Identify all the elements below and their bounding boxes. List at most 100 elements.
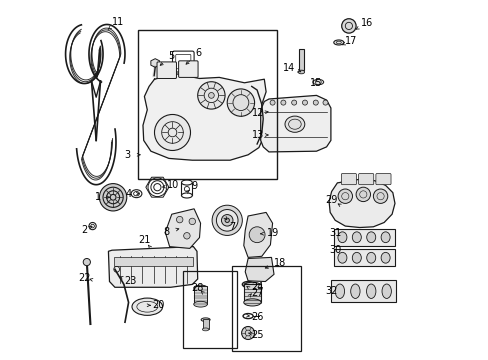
Ellipse shape xyxy=(193,285,207,291)
Text: 13: 13 xyxy=(251,130,264,140)
Text: 29: 29 xyxy=(325,195,337,205)
Ellipse shape xyxy=(351,232,361,243)
Circle shape xyxy=(341,19,355,33)
FancyBboxPatch shape xyxy=(157,62,176,78)
Text: 21: 21 xyxy=(138,235,150,246)
Bar xyxy=(183,271,236,348)
Circle shape xyxy=(221,215,232,226)
Text: 1: 1 xyxy=(94,192,101,202)
Ellipse shape xyxy=(350,284,359,298)
Text: 18: 18 xyxy=(273,258,285,268)
Ellipse shape xyxy=(381,284,390,298)
Circle shape xyxy=(189,218,195,225)
Polygon shape xyxy=(330,280,395,302)
Polygon shape xyxy=(165,209,200,248)
Text: 28: 28 xyxy=(190,283,203,293)
Circle shape xyxy=(280,100,285,105)
Text: 16: 16 xyxy=(360,18,372,28)
Polygon shape xyxy=(108,247,197,287)
Text: 31: 31 xyxy=(328,228,341,238)
Text: 23: 23 xyxy=(123,276,136,286)
Circle shape xyxy=(208,93,214,98)
Circle shape xyxy=(322,100,327,105)
Circle shape xyxy=(241,327,254,339)
Polygon shape xyxy=(244,212,272,257)
Text: 3: 3 xyxy=(124,150,130,160)
Bar xyxy=(299,49,303,70)
Text: 24: 24 xyxy=(250,282,263,292)
Circle shape xyxy=(83,258,90,266)
Ellipse shape xyxy=(312,79,323,85)
Ellipse shape xyxy=(201,318,210,321)
Text: 17: 17 xyxy=(344,36,356,46)
Ellipse shape xyxy=(333,40,343,45)
Polygon shape xyxy=(142,74,265,160)
Text: 14: 14 xyxy=(283,63,295,73)
Text: 8: 8 xyxy=(163,227,169,237)
Ellipse shape xyxy=(202,328,208,331)
Text: 5: 5 xyxy=(168,51,175,61)
Ellipse shape xyxy=(380,232,389,243)
Text: 26: 26 xyxy=(250,312,263,322)
Circle shape xyxy=(212,205,242,235)
Circle shape xyxy=(291,100,296,105)
Ellipse shape xyxy=(366,252,375,263)
Polygon shape xyxy=(328,179,394,228)
Bar xyxy=(193,286,207,304)
Bar xyxy=(244,284,261,302)
Text: 19: 19 xyxy=(266,228,278,238)
Circle shape xyxy=(313,100,318,105)
Text: 11: 11 xyxy=(111,17,123,27)
Ellipse shape xyxy=(351,252,361,263)
Polygon shape xyxy=(333,229,394,246)
Ellipse shape xyxy=(244,299,261,306)
FancyBboxPatch shape xyxy=(341,174,356,185)
Text: 22: 22 xyxy=(78,273,90,283)
Text: 6: 6 xyxy=(195,48,201,58)
FancyBboxPatch shape xyxy=(358,174,373,185)
Polygon shape xyxy=(244,257,273,282)
Text: 10: 10 xyxy=(167,180,179,190)
Ellipse shape xyxy=(193,301,207,307)
Circle shape xyxy=(373,189,387,203)
Circle shape xyxy=(302,100,307,105)
Text: 20: 20 xyxy=(152,300,164,310)
Ellipse shape xyxy=(244,282,261,289)
Ellipse shape xyxy=(366,284,375,298)
Text: 4: 4 xyxy=(125,189,131,199)
Circle shape xyxy=(154,114,190,150)
Text: 32: 32 xyxy=(325,286,337,296)
Text: 12: 12 xyxy=(251,108,264,118)
Polygon shape xyxy=(150,59,159,67)
Polygon shape xyxy=(333,249,394,266)
Bar xyxy=(231,266,301,351)
Ellipse shape xyxy=(337,252,346,263)
Ellipse shape xyxy=(380,252,389,263)
Text: 15: 15 xyxy=(310,78,322,88)
Polygon shape xyxy=(260,95,330,152)
Text: 7: 7 xyxy=(228,222,235,232)
Bar xyxy=(138,30,276,179)
Text: 2: 2 xyxy=(81,225,87,235)
Ellipse shape xyxy=(335,284,344,298)
Circle shape xyxy=(355,187,370,202)
Ellipse shape xyxy=(366,232,375,243)
Ellipse shape xyxy=(132,298,163,315)
Circle shape xyxy=(99,184,126,211)
Circle shape xyxy=(224,218,229,222)
Circle shape xyxy=(197,82,224,109)
Text: 27: 27 xyxy=(250,288,263,298)
FancyBboxPatch shape xyxy=(375,174,390,185)
Bar xyxy=(203,319,208,329)
Ellipse shape xyxy=(337,232,346,243)
FancyBboxPatch shape xyxy=(178,61,198,77)
Bar xyxy=(114,257,192,266)
Ellipse shape xyxy=(285,116,304,132)
Circle shape xyxy=(269,100,275,105)
Ellipse shape xyxy=(298,70,304,74)
Circle shape xyxy=(227,89,254,116)
Text: 9: 9 xyxy=(191,181,198,192)
Circle shape xyxy=(249,227,264,243)
Text: 25: 25 xyxy=(250,330,263,340)
Circle shape xyxy=(176,216,183,223)
